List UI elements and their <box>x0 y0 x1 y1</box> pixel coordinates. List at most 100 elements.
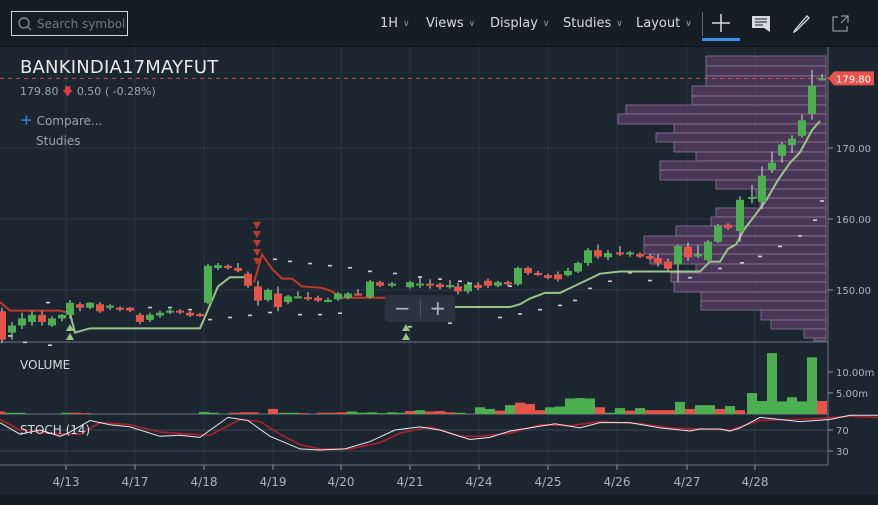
volume-profile-bar <box>760 309 827 321</box>
volume-axis-label: 10.00m <box>836 368 874 379</box>
date-axis-label: 4/13 <box>53 475 80 489</box>
studies-legend[interactable]: Studies <box>36 134 81 148</box>
date-axis-label: 4/20 <box>328 475 355 489</box>
volume-bar <box>475 407 485 414</box>
volume-profile-bar <box>803 328 827 339</box>
stoch-line <box>0 414 878 451</box>
volume-bar <box>415 410 425 414</box>
studies-label: Studies <box>563 16 612 31</box>
candle-body <box>116 307 124 310</box>
sell-signal-arrow-icon <box>253 240 261 247</box>
volume-bar <box>767 353 777 414</box>
sell-signal-arrow-icon <box>253 258 261 265</box>
crosshair-icon[interactable] <box>711 12 731 34</box>
candle-body <box>768 162 776 171</box>
stoch-axis-label: 70 <box>836 426 849 437</box>
display-label: Display <box>490 16 538 31</box>
envelope-dot <box>338 312 342 315</box>
layout-menu[interactable]: Layout ∨ <box>636 16 692 31</box>
volume-bar <box>735 410 745 414</box>
last-price-tag <box>828 71 874 86</box>
volume-bar <box>268 408 278 414</box>
volume-bar <box>367 412 377 414</box>
envelope-dot <box>298 313 302 316</box>
envelope-dot <box>778 245 782 248</box>
volume-bar <box>757 400 767 414</box>
compare-button[interactable]: + Compare... <box>20 111 102 129</box>
volume-bar <box>605 412 615 414</box>
volume-bar <box>71 412 81 414</box>
envelope-dot <box>148 306 152 309</box>
volume-bar <box>777 401 787 414</box>
envelope-dot <box>46 301 50 304</box>
envelope-dot <box>558 304 562 307</box>
display-menu[interactable]: Display ∨ <box>490 16 550 31</box>
candle-body <box>436 284 444 288</box>
envelope-dot <box>498 316 502 319</box>
volume-bar <box>249 412 259 414</box>
candle-body <box>626 252 634 255</box>
candle-body <box>166 310 174 313</box>
candle-body <box>8 325 16 333</box>
envelope-dot <box>318 313 322 316</box>
volume-bar <box>435 411 445 414</box>
volume-bar <box>425 411 435 414</box>
zoom-in-button[interactable]: + <box>429 296 447 320</box>
envelope-dot <box>438 278 442 280</box>
comment-icon[interactable] <box>752 16 771 32</box>
volume-bar <box>565 398 575 414</box>
candle-body <box>636 253 644 257</box>
popout-icon[interactable] <box>832 15 849 32</box>
volume-profile-bar <box>643 235 827 246</box>
envelope-dot <box>758 255 762 258</box>
envelope-dot <box>23 341 27 344</box>
last-price-tag-label: 179.80 <box>836 74 871 85</box>
candle-body <box>284 296 292 303</box>
envelope-dot <box>608 280 612 283</box>
candle-body <box>416 283 424 286</box>
candle-body <box>454 286 462 292</box>
price-axis-label: 160.00 <box>836 215 871 226</box>
search-input[interactable]: Search symbol <box>11 11 128 36</box>
quote-line: 179.80 🡇 0.50 ( -0.28%) <box>20 83 156 102</box>
volume-bar <box>15 412 25 414</box>
volume-profile-bar <box>691 85 827 97</box>
volume-bar <box>595 407 605 414</box>
volume-profile-bar <box>715 207 827 218</box>
volume-bar <box>787 397 797 414</box>
candle-body <box>654 258 662 264</box>
sell-signal-arrow-icon <box>253 231 261 238</box>
volume-bar <box>695 405 705 414</box>
pencil-icon[interactable] <box>792 14 811 33</box>
zoom-controls: − + <box>385 295 455 322</box>
search-icon <box>18 16 32 30</box>
envelope-dot <box>418 276 422 278</box>
candle-body <box>156 312 164 316</box>
layout-label: Layout <box>636 16 681 31</box>
envelope-dot <box>740 262 744 264</box>
volume-bar <box>209 412 219 414</box>
envelope-dot <box>628 271 632 274</box>
envelope-dot <box>588 287 592 290</box>
volume-profile-bar <box>700 291 827 302</box>
candle-body <box>146 314 154 320</box>
candle-body <box>694 254 702 257</box>
volume-profile-bar <box>673 281 827 293</box>
candle-body <box>264 290 272 300</box>
volume-bar <box>455 412 465 414</box>
date-axis-label: 4/28 <box>742 475 769 489</box>
volume-profile-bar <box>695 263 827 274</box>
interval-dropdown[interactable]: 1H ∨ <box>380 16 410 31</box>
studies-menu[interactable]: Studies ∨ <box>563 16 623 31</box>
views-menu[interactable]: Views ∨ <box>426 16 475 31</box>
price-change: 0.50 <box>76 85 102 98</box>
date-axis-label: 4/18 <box>191 475 218 489</box>
candle-body <box>484 280 492 286</box>
candle-body <box>554 274 562 280</box>
candle-body <box>544 275 552 278</box>
price-chart[interactable]: 150.00 160.00 170.00 179.80 5.00m 10.00m 30 70 4… <box>0 47 878 495</box>
date-axis-label: 4/25 <box>535 475 562 489</box>
envelope-dot <box>248 314 252 317</box>
volume-bar <box>797 401 807 414</box>
zoom-out-button[interactable]: − <box>393 296 411 320</box>
